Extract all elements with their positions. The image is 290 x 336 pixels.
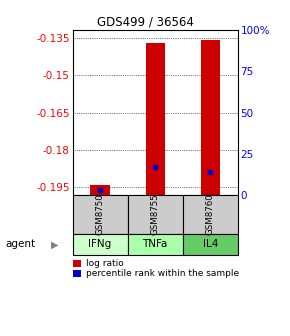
Bar — [146, 43, 165, 195]
Bar — [201, 40, 220, 195]
Text: percentile rank within the sample: percentile rank within the sample — [86, 269, 239, 278]
Text: GDS499 / 36564: GDS499 / 36564 — [97, 15, 193, 28]
Bar — [90, 185, 110, 195]
Text: log ratio: log ratio — [86, 259, 123, 268]
Text: GSM8760: GSM8760 — [206, 193, 215, 235]
Text: GSM8755: GSM8755 — [151, 193, 160, 235]
Text: ▶: ▶ — [51, 240, 59, 249]
Text: TNFa: TNFa — [142, 240, 168, 249]
Text: agent: agent — [6, 240, 36, 249]
Text: IL4: IL4 — [202, 240, 218, 249]
Text: IFNg: IFNg — [88, 240, 112, 249]
Text: GSM8750: GSM8750 — [95, 193, 105, 235]
